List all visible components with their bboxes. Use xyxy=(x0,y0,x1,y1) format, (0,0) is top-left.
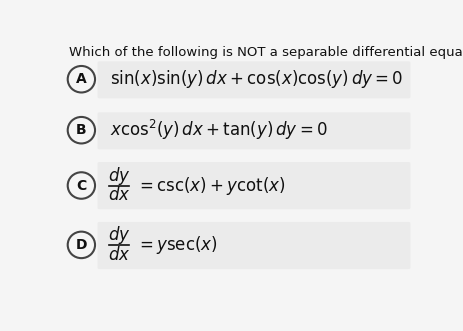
Ellipse shape xyxy=(68,172,95,199)
FancyBboxPatch shape xyxy=(97,61,410,98)
Ellipse shape xyxy=(68,232,95,258)
FancyBboxPatch shape xyxy=(97,112,410,149)
Text: $=\mathrm{csc}\left(x\right)+y\mathrm{cot}\left(x\right)$: $=\mathrm{csc}\left(x\right)+y\mathrm{co… xyxy=(136,174,285,197)
Ellipse shape xyxy=(68,117,95,143)
Ellipse shape xyxy=(68,66,95,92)
Text: $\mathrm{sin}\left(x\right)\mathrm{sin}\left(y\right)\,dx+\mathrm{cos}\left(x\ri: $\mathrm{sin}\left(x\right)\mathrm{sin}\… xyxy=(110,68,402,90)
FancyBboxPatch shape xyxy=(97,162,410,209)
Text: Which of the following is NOT a separable differential equation?: Which of the following is NOT a separabl… xyxy=(69,46,463,59)
Text: $=y\mathrm{sec}\left(x\right)$: $=y\mathrm{sec}\left(x\right)$ xyxy=(136,234,218,256)
Text: $dx$: $dx$ xyxy=(107,186,130,204)
Text: $x\mathrm{cos}^{2}\left(y\right)\,dx+\mathrm{tan}\left(y\right)\,dy=0$: $x\mathrm{cos}^{2}\left(y\right)\,dx+\ma… xyxy=(110,118,327,142)
FancyBboxPatch shape xyxy=(97,222,410,269)
Text: D: D xyxy=(75,238,87,252)
Text: $dy$: $dy$ xyxy=(107,224,130,246)
Text: A: A xyxy=(76,72,87,86)
Text: C: C xyxy=(76,178,86,193)
Text: B: B xyxy=(76,123,87,137)
Text: $dy$: $dy$ xyxy=(107,165,130,187)
Text: $dx$: $dx$ xyxy=(107,246,130,263)
